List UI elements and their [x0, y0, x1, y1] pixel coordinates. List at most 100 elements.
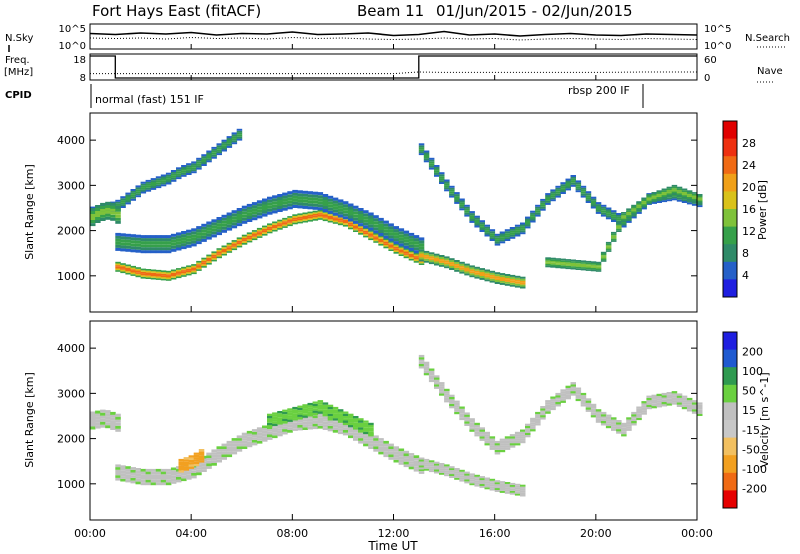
colorbar-segment-8	[723, 472, 737, 491]
heatmap-cell-358	[413, 458, 420, 461]
heatmap-cell-657	[499, 443, 506, 446]
heatmap-cell-244	[317, 211, 324, 214]
heatmap-cell-517	[368, 431, 374, 435]
heatmap-cell-1165	[494, 241, 501, 244]
heatmap-cell-1184	[509, 232, 516, 235]
heatmap-cell-284	[353, 227, 359, 229]
heatmap-cell-845	[656, 393, 662, 397]
heatmap-cell-487	[216, 229, 222, 233]
heatmap-cell-731	[560, 389, 566, 392]
heatmap-cell-480	[211, 234, 217, 238]
heatmap-cell-320	[383, 243, 389, 245]
heatmap-cell-147	[236, 240, 243, 243]
heatmap-cell-799	[621, 431, 627, 435]
heatmap-cell-175	[262, 436, 268, 439]
heatmap-cell-543	[262, 204, 268, 208]
heatmap-cell-232	[307, 416, 313, 419]
heatmap-cell-525	[246, 209, 253, 213]
heatmap-cell-1467	[590, 264, 597, 267]
heatmap-cell-226	[302, 214, 308, 216]
heatmap-cell-752	[580, 399, 587, 402]
heatmap-cell-1235	[550, 189, 556, 192]
heatmap-cell-864	[676, 404, 683, 407]
heatmap-cell-1025	[479, 268, 485, 271]
heatmap-cell-1195	[520, 230, 526, 233]
heatmap-cell-86	[186, 270, 192, 273]
heatmap-cell-498	[353, 427, 359, 430]
heatmap-cell-239	[312, 210, 319, 213]
heatmap-cell-1579	[686, 197, 693, 199]
heatmap-cell-1260	[575, 190, 582, 193]
heatmap-cell-550	[110, 414, 116, 418]
heatmap-cell-197	[277, 219, 283, 222]
heatmap-cell-795	[616, 424, 622, 427]
heatmap-cell-1504	[621, 213, 627, 216]
heatmap-cell-886	[691, 402, 698, 405]
heatmap-cell-1008	[514, 493, 521, 496]
heatmap-cell-686	[525, 430, 531, 433]
heatmap-cell-508	[231, 213, 238, 217]
heatmap-cell-846	[661, 404, 668, 407]
heatmap-cell-903	[423, 462, 430, 465]
heatmap-cell-190	[272, 223, 278, 225]
heatmap-cell-833	[170, 170, 177, 172]
heatmap-cell-289	[358, 231, 364, 233]
heatmap-cell-402	[272, 423, 278, 426]
heatmap-cell-1426	[555, 259, 561, 262]
heatmap-cell-26	[135, 476, 141, 479]
colorbar-segment-4	[723, 191, 737, 210]
heatmap-cell-436	[170, 236, 177, 240]
heatmap-cell-385	[193, 461, 200, 464]
heatmap-cell-1413	[545, 260, 551, 263]
heatmap-cell-8	[120, 268, 126, 270]
heatmap-cell-446	[181, 240, 187, 244]
heatmap-cell-1052	[504, 279, 511, 282]
heatmap-cell-121	[216, 457, 222, 460]
heatmap-cell-441	[302, 408, 308, 411]
heatmap-cell-860	[671, 397, 678, 401]
heatmap-cell-397	[267, 422, 273, 426]
ytick-label-2: 3000	[57, 387, 85, 400]
heatmap-cell-25	[135, 273, 141, 276]
heatmap-cell-674	[373, 224, 379, 228]
heatmap-cell-184	[267, 225, 273, 227]
heatmap-cell-310	[373, 438, 379, 441]
heatmap-cell-284	[353, 432, 359, 436]
heatmap-cell-1309	[616, 220, 622, 223]
heatmap-cell-682	[520, 431, 526, 435]
velocity-cells	[90, 354, 703, 497]
cpid-row: CPID normal (fast) 151 IF rbsp 200 IF	[5, 84, 644, 108]
heatmap-cell-1440	[570, 267, 576, 270]
heatmap-cell-461	[317, 400, 324, 403]
heatmap-cell-1584	[691, 200, 698, 203]
heatmap-cell-0	[115, 270, 121, 272]
heatmap-cell-1016	[520, 490, 526, 493]
heatmap-cell-889	[697, 411, 703, 414]
heatmap-cell-1494	[616, 230, 622, 232]
heatmap-cell-1240	[555, 187, 561, 190]
heatmap-cell-831	[170, 173, 177, 176]
heatmap-cell-674	[514, 438, 521, 441]
heatmap-cell-728	[560, 396, 566, 399]
heatmap-cell-336	[398, 254, 405, 256]
heatmap-cell-77	[176, 268, 182, 270]
heatmap-cell-1158	[489, 239, 496, 241]
heatmap-cell-425	[287, 408, 293, 411]
heatmap-cell-417	[155, 241, 162, 245]
heatmap-cell-929	[100, 202, 106, 206]
heatmap-cell-1327	[631, 214, 637, 217]
heatmap-cell-978	[489, 488, 496, 491]
heatmap-cell-395	[198, 449, 205, 452]
heatmap-cell-1486	[605, 243, 612, 246]
heatmap-cell-1136	[469, 217, 475, 219]
heatmap-cell-970	[479, 478, 485, 481]
heatmap-cell-1368	[666, 199, 673, 202]
heatmap-cell-646	[489, 438, 496, 441]
heatmap-cell-650	[353, 214, 359, 218]
heatmap-cell-146	[236, 242, 243, 244]
heatmap-cell-1271	[580, 185, 587, 188]
heatmap-cell-1458	[585, 269, 592, 271]
heatmap-cell-353	[408, 453, 415, 456]
heatmap-cell-1495	[616, 228, 622, 231]
